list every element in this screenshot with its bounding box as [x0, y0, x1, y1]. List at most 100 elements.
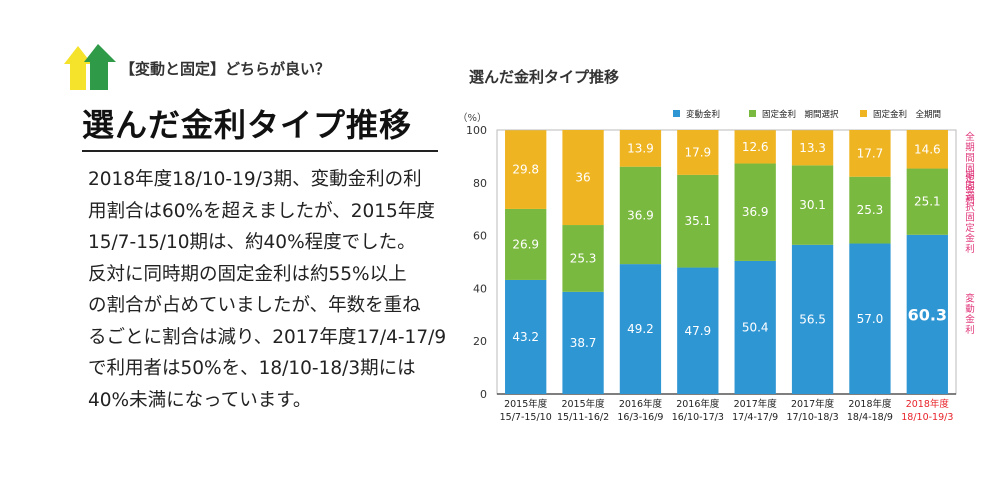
right-series-label-char: 間	[965, 153, 975, 164]
right-series-label-char: 変	[965, 292, 975, 304]
data-label: 35.1	[684, 214, 711, 228]
body-line: るごとに割合は減り、2017年度17/4-17/9	[88, 326, 447, 348]
bar-segment	[734, 260, 776, 394]
x-tick-label-period: 18/10-19/3	[901, 412, 953, 423]
bar-segment	[677, 267, 719, 394]
bar-segment	[849, 130, 891, 177]
x-tick-label-year: 2018年度	[906, 398, 950, 410]
right-series-label-char: 全	[965, 131, 975, 143]
body-line: で利用者は50%を、18/10-18/3期には	[88, 358, 416, 379]
data-label: 43.2	[512, 330, 539, 344]
y-tick-label: 60	[473, 230, 487, 243]
y-tick-label: 80	[473, 177, 487, 190]
bar-segment	[619, 264, 662, 394]
data-label: 50.4	[742, 320, 769, 334]
house-arrow-logo	[64, 44, 116, 90]
right-series-label-char: 金	[965, 233, 975, 245]
right-series-label-char: 金	[965, 313, 975, 325]
x-tick-label-period: 17/10-18/3	[786, 412, 838, 423]
kicker-heading: 【変動と固定】どちらが良い？	[120, 60, 331, 78]
data-label: 13.9	[627, 141, 654, 155]
x-tick-label-year: 2015年度	[561, 398, 605, 410]
bar-segment	[849, 176, 891, 244]
x-tick-label-year: 2016年度	[676, 398, 720, 410]
y-axis-unit-label: （%）	[457, 112, 487, 124]
bar-segment	[562, 291, 604, 394]
bar-segment	[791, 244, 834, 394]
page-title: 選んだ金利タイプ推移	[82, 106, 413, 144]
right-series-label-char: 期	[965, 171, 975, 182]
right-series-label-char: 定	[965, 222, 975, 234]
title-underline	[82, 150, 438, 152]
logo-yellow-arrow	[64, 46, 92, 90]
data-label: 30.1	[799, 198, 826, 212]
legend-label: 固定金利 全期間	[873, 109, 941, 120]
legend-label: 固定金利 期間選択	[762, 109, 839, 120]
data-label: 17.7	[857, 146, 884, 160]
data-label: 17.9	[684, 145, 711, 159]
bar-segment	[505, 130, 547, 209]
x-tick-label-period: 16/3-16/9	[617, 412, 663, 423]
bar-segment	[791, 165, 834, 245]
data-label: 26.9	[512, 237, 539, 251]
data-label: 49.2	[627, 322, 654, 336]
bar-segment	[619, 130, 662, 167]
body-text: 2018年度18/10-19/3期、変動金利の利 用割合は60%を超えましたが、…	[88, 164, 447, 416]
bar-segment	[677, 130, 719, 175]
body-line: 反対に同時期の固定金利は約55%以上	[88, 263, 407, 285]
right-series-label-char: 固	[965, 213, 975, 224]
data-label: 38.7	[570, 336, 597, 350]
bar-segment	[734, 163, 776, 261]
body-line: 40%未満になっています。	[88, 389, 312, 411]
legend-swatch	[860, 110, 867, 117]
right-series-label-char: 利	[965, 194, 975, 206]
bar-segment	[505, 208, 547, 280]
data-label: 47.9	[684, 324, 711, 338]
right-series-label-char: 定	[965, 173, 975, 185]
x-tick-label-year: 2015年度	[504, 398, 548, 410]
x-tick-label-period: 17/4-17/9	[732, 412, 778, 423]
bar-segment	[562, 130, 604, 226]
right-series-label-char: 固	[965, 164, 975, 175]
data-label: 12.6	[742, 140, 769, 154]
data-label: 25.3	[570, 251, 597, 265]
right-series-label-char: 択	[965, 201, 975, 213]
data-label: 13.3	[799, 141, 826, 155]
data-label: 25.3	[857, 203, 884, 217]
bar-segment	[906, 168, 948, 235]
body-line: の割合が占めていましたが、年数を重ね	[88, 295, 421, 316]
data-label: 57.0	[857, 312, 884, 326]
y-tick-label: 100	[466, 124, 487, 137]
data-label: 36.9	[742, 205, 769, 219]
chart-title: 選んだ金利タイプ推移	[469, 68, 620, 86]
right-series-label-char: 利	[965, 243, 975, 255]
x-tick-label-period: 18/4-18/9	[847, 412, 893, 423]
y-tick-label: 0	[480, 388, 487, 401]
x-tick-label-period: 15/11-16/2	[557, 412, 609, 423]
bar-segment	[562, 225, 604, 292]
right-series-label-char: 動	[965, 304, 975, 315]
legend-swatch	[749, 110, 756, 117]
data-label: 60.3	[908, 305, 947, 324]
y-tick-label: 20	[473, 335, 487, 348]
x-tick-label-year: 2016年度	[619, 398, 663, 410]
bar-segment	[849, 243, 891, 394]
data-label: 56.5	[799, 312, 826, 326]
bar-segment	[906, 130, 948, 169]
data-label: 36	[575, 171, 590, 185]
x-tick-label-year: 2018年度	[848, 398, 892, 410]
y-tick-label: 40	[473, 282, 487, 295]
right-series-label-char: 間	[965, 181, 975, 192]
x-tick-label-period: 15/7-15/10	[500, 412, 552, 423]
bar-segment	[619, 166, 662, 265]
data-label: 25.1	[914, 195, 941, 209]
body-line: 2018年度18/10-19/3期、変動金利の利	[88, 169, 422, 190]
bar-segment	[505, 279, 547, 394]
bar-segment	[677, 174, 719, 268]
bar-segment	[791, 130, 834, 166]
legend-swatch	[673, 110, 680, 117]
body-line: 用割合は60%を超えましたが、2015年度	[88, 200, 435, 222]
data-label: 29.8	[512, 163, 539, 177]
right-series-label-char: 金	[965, 184, 975, 196]
